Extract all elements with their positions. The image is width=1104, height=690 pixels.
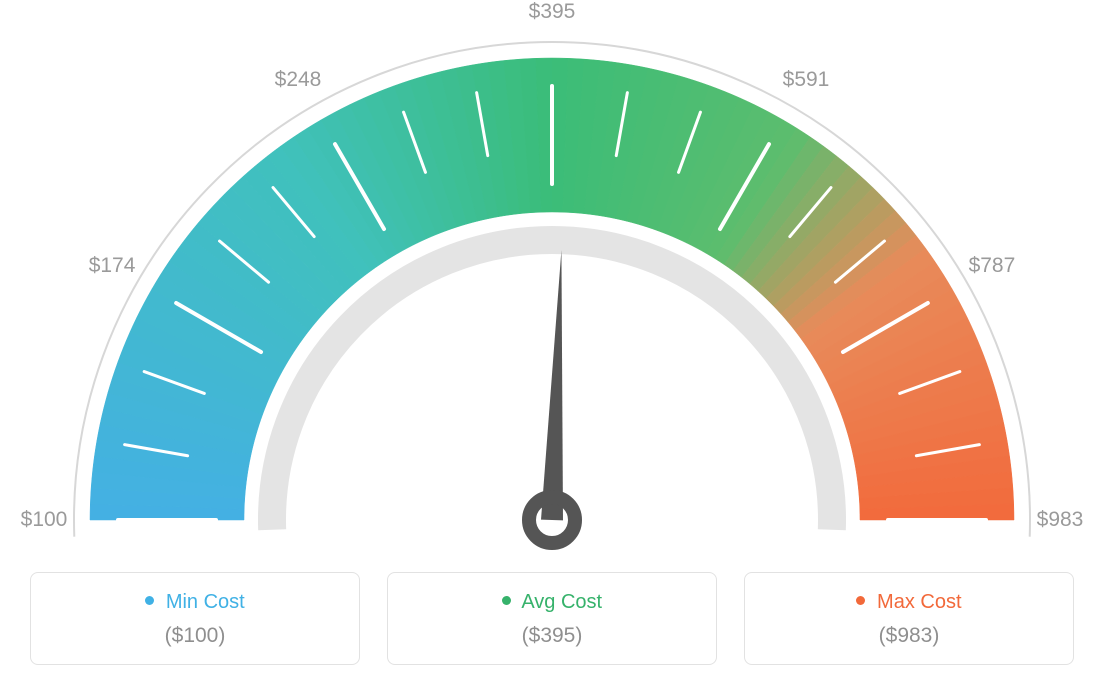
gauge-tick-label: $395 (529, 0, 576, 24)
legend-title-max: Max Cost (755, 591, 1063, 614)
legend-title-avg: Avg Cost (398, 591, 706, 614)
legend-value: ($983) (755, 624, 1063, 648)
gauge-tick-label: $983 (1037, 508, 1084, 532)
dot-icon (502, 596, 511, 605)
dot-icon (856, 596, 865, 605)
legend-row: Min Cost ($100) Avg Cost ($395) Max Cost… (0, 572, 1104, 665)
legend-label: Max Cost (877, 591, 961, 613)
legend-card-min: Min Cost ($100) (30, 572, 360, 665)
gauge-tick-label: $100 (21, 508, 68, 532)
legend-value: ($395) (398, 624, 706, 648)
gauge-chart: $100 $174 $248 $395 $591 $787 $983 (0, 0, 1104, 560)
gauge-tick-label: $591 (783, 68, 830, 92)
legend-label: Min Cost (166, 591, 245, 613)
legend-card-max: Max Cost ($983) (744, 572, 1074, 665)
gauge-tick-label: $174 (89, 254, 136, 278)
dot-icon (145, 596, 154, 605)
gauge-tick-label: $787 (969, 254, 1016, 278)
legend-value: ($100) (41, 624, 349, 648)
legend-label: Avg Cost (521, 591, 602, 613)
legend-card-avg: Avg Cost ($395) (387, 572, 717, 665)
legend-title-min: Min Cost (41, 591, 349, 614)
gauge-tick-label: $248 (275, 68, 322, 92)
